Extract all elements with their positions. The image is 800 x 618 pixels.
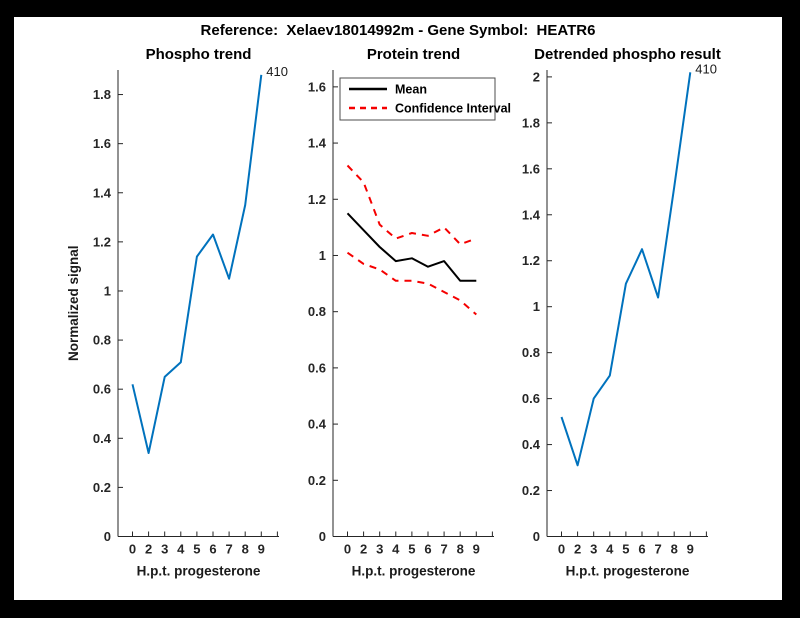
x-tick-label: 7 [225,542,232,557]
x-tick-label: 5 [193,542,200,557]
x-tick-label: 9 [687,542,694,557]
endpoint-label: 410 [266,64,288,79]
y-tick-label: 0.8 [522,345,540,360]
x-tick-label: 4 [177,542,185,557]
y-tick-label: 1 [533,299,540,314]
x-axis-label: H.p.t. progesterone [352,564,476,579]
x-tick-label: 6 [424,542,431,557]
series-phospho-signal [131,74,263,454]
panel-detrended-phospho-result: 0 2 3 4 5 6 7 8 900.20.40.60.811.21.41.61.82410D… [522,46,721,579]
x-tick-label: 3 [161,542,168,557]
panel-title: Detrended phospho result [534,46,721,63]
panel-title: Protein trend [367,46,460,63]
matlab-figure-canvas: Reference: Xelaev18014992m - Gene Symbol… [14,17,782,600]
y-tick-label: 0.6 [93,382,111,397]
y-tick-label: 0.8 [308,304,326,319]
x-tick-label: 6 [209,542,216,557]
x-tick-label: 0 [558,542,565,557]
y-tick-label: 1.2 [93,234,111,249]
series-confidence-interval-upper [346,164,477,246]
y-tick-label: 1 [104,283,111,298]
x-tick-label: 0 [129,542,136,557]
x-tick-label: 0 [344,542,351,557]
x-tick-label: 8 [457,542,464,557]
y-tick-label: 0.4 [308,417,327,432]
x-tick-label: 4 [606,542,614,557]
x-tick-label: 3 [376,542,383,557]
series-mean [346,212,477,282]
y-tick-label: 1.6 [308,79,326,94]
legend-label: Confidence Interval [395,102,511,116]
endpoint-label: 410 [695,61,717,76]
y-tick-label: 0.2 [93,480,111,495]
x-tick-label: 8 [242,542,249,557]
y-tick-label: 1.4 [93,185,112,200]
panel-title: Phospho trend [146,46,252,63]
figure-title: Reference: Xelaev18014992m - Gene Symbol… [200,22,596,39]
y-tick-label: 0 [533,529,540,544]
x-tick-label: 3 [590,542,597,557]
y-tick-label: 1.8 [93,87,111,102]
y-tick-label: 0 [319,529,326,544]
x-tick-label: 4 [392,542,400,557]
y-tick-label: 1.4 [522,207,541,222]
x-tick-label: 6 [638,542,645,557]
charts-svg: 0 2 3 4 5 6 7 8 900.20.40.60.811.21.41.61.8410Ph… [66,46,721,579]
legend-box [339,77,496,121]
y-tick-label: 0 [104,529,111,544]
y-tick-label: 1.8 [522,115,540,130]
panel-protein-trend: 0 2 3 4 5 6 7 8 900.20.40.60.811.21.41.6Protein … [308,46,511,579]
y-axis-label: Normalized signal [66,245,81,361]
y-tick-label: 1.4 [308,136,327,151]
y-tick-label: 0.4 [522,437,541,452]
x-tick-label: 7 [440,542,447,557]
series-confidence-interval-lower [346,251,477,316]
x-tick-label: 9 [473,542,480,557]
y-tick-label: 1.6 [522,161,540,176]
x-tick-label: 5 [622,542,629,557]
x-tick-label: 9 [258,542,265,557]
x-axis-label: H.p.t. progesterone [137,564,261,579]
y-tick-label: 0.8 [93,333,111,348]
y-tick-label: 1.6 [93,136,111,151]
y-tick-label: 0.4 [93,431,112,446]
x-tick-label: 2 [574,542,581,557]
legend: Mean Confidence Interval [339,77,511,121]
panel-phospho-trend: 0 2 3 4 5 6 7 8 900.20.40.60.811.21.41.61.8410Ph… [66,46,288,579]
y-tick-label: 0.6 [308,360,326,375]
y-tick-label: 1 [319,248,326,263]
y-tick-label: 1.2 [522,253,540,268]
x-tick-label: 2 [360,542,367,557]
y-tick-label: 1.2 [308,192,326,207]
legend-label: Mean [395,83,427,97]
y-tick-label: 0.6 [522,391,540,406]
x-axis-label: H.p.t. progesterone [566,564,690,579]
x-tick-label: 5 [408,542,415,557]
y-tick-label: 0.2 [522,483,540,498]
x-tick-label: 2 [145,542,152,557]
x-tick-label: 7 [654,542,661,557]
x-tick-label: 8 [671,542,678,557]
series-detrended-phospho [560,72,692,467]
y-tick-label: 2 [533,69,540,84]
y-tick-label: 0.2 [308,473,326,488]
